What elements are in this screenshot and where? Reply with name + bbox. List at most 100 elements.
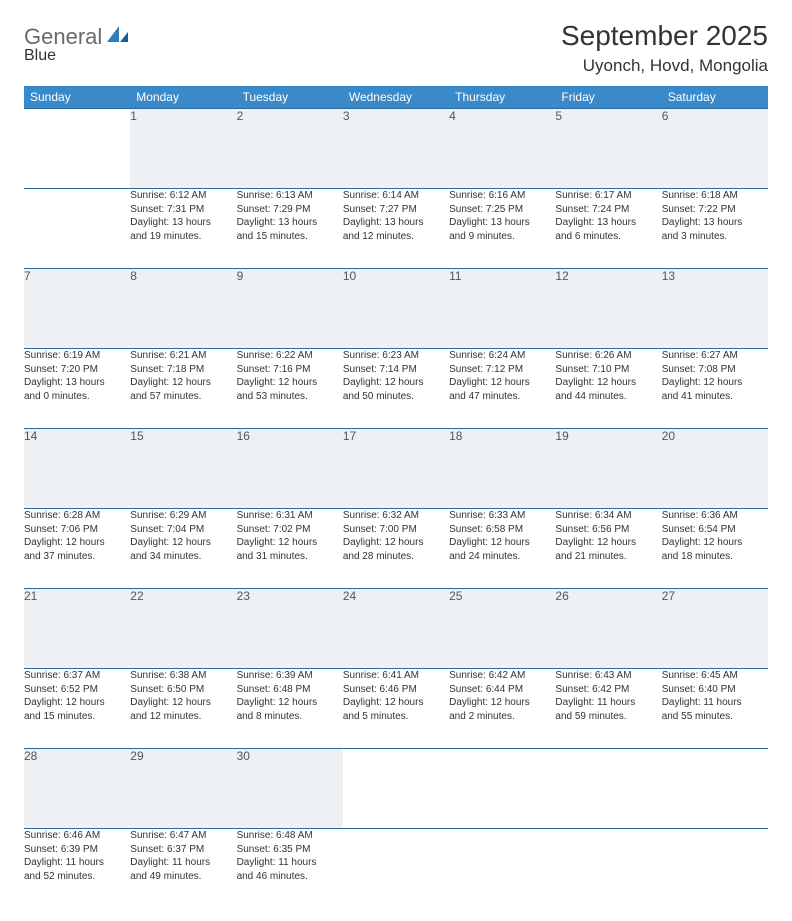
daylight-text-2: and 12 minutes. (343, 230, 449, 244)
sunset-text: Sunset: 7:10 PM (555, 363, 661, 377)
daylight-text-2: and 15 minutes. (24, 710, 130, 724)
sunset-text: Sunset: 6:37 PM (130, 843, 236, 857)
sunrise-text: Sunrise: 6:19 AM (24, 349, 130, 363)
daylight-text-2: and 9 minutes. (449, 230, 555, 244)
sunrise-text: Sunrise: 6:45 AM (662, 669, 768, 683)
day-number: 25 (449, 589, 555, 669)
day-cell: Sunrise: 6:47 AMSunset: 6:37 PMDaylight:… (130, 829, 236, 909)
day-cell: Sunrise: 6:33 AMSunset: 6:58 PMDaylight:… (449, 509, 555, 589)
sunrise-text: Sunrise: 6:34 AM (555, 509, 661, 523)
daylight-text-1: Daylight: 13 hours (662, 216, 768, 230)
daylight-text-1: Daylight: 12 hours (662, 536, 768, 550)
daylight-text-1: Daylight: 12 hours (555, 376, 661, 390)
day-number-row: 14151617181920 (24, 429, 768, 509)
daylight-text-2: and 8 minutes. (237, 710, 343, 724)
sunrise-text: Sunrise: 6:24 AM (449, 349, 555, 363)
day-cell: Sunrise: 6:24 AMSunset: 7:12 PMDaylight:… (449, 349, 555, 429)
day-cell: Sunrise: 6:17 AMSunset: 7:24 PMDaylight:… (555, 189, 661, 269)
daylight-text-1: Daylight: 11 hours (130, 856, 236, 870)
daylight-text-1: Daylight: 12 hours (237, 696, 343, 710)
daylight-text-1: Daylight: 11 hours (237, 856, 343, 870)
day-number (662, 749, 768, 829)
sunrise-text: Sunrise: 6:43 AM (555, 669, 661, 683)
weekday-header-row: Sunday Monday Tuesday Wednesday Thursday… (24, 86, 768, 109)
day-number: 21 (24, 589, 130, 669)
daylight-text-2: and 37 minutes. (24, 550, 130, 564)
day-number: 19 (555, 429, 661, 509)
sunrise-text: Sunrise: 6:31 AM (237, 509, 343, 523)
header: General Blue September 2025 Uyonch, Hovd… (24, 18, 768, 76)
day-cell: Sunrise: 6:37 AMSunset: 6:52 PMDaylight:… (24, 669, 130, 749)
daylight-text-1: Daylight: 13 hours (449, 216, 555, 230)
daylight-text-2: and 49 minutes. (130, 870, 236, 884)
sunrise-text: Sunrise: 6:17 AM (555, 189, 661, 203)
day-cell: Sunrise: 6:32 AMSunset: 7:00 PMDaylight:… (343, 509, 449, 589)
day-number: 22 (130, 589, 236, 669)
weekday-header: Thursday (449, 86, 555, 109)
daylight-text-1: Daylight: 11 hours (662, 696, 768, 710)
day-number: 27 (662, 589, 768, 669)
day-number: 9 (237, 269, 343, 349)
sunrise-text: Sunrise: 6:47 AM (130, 829, 236, 843)
daylight-text-2: and 5 minutes. (343, 710, 449, 724)
day-number (343, 749, 449, 829)
day-cell (662, 829, 768, 909)
logo-word-1: General (24, 25, 102, 48)
daylight-text-1: Daylight: 12 hours (343, 376, 449, 390)
day-cell: Sunrise: 6:48 AMSunset: 6:35 PMDaylight:… (237, 829, 343, 909)
daylight-text-1: Daylight: 12 hours (449, 536, 555, 550)
sunset-text: Sunset: 6:35 PM (237, 843, 343, 857)
sail-icon (106, 24, 132, 48)
daylight-text-2: and 55 minutes. (662, 710, 768, 724)
daylight-text-1: Daylight: 13 hours (24, 376, 130, 390)
day-number: 11 (449, 269, 555, 349)
sunrise-text: Sunrise: 6:32 AM (343, 509, 449, 523)
day-cell: Sunrise: 6:29 AMSunset: 7:04 PMDaylight:… (130, 509, 236, 589)
day-info-row: Sunrise: 6:37 AMSunset: 6:52 PMDaylight:… (24, 669, 768, 749)
day-number: 30 (237, 749, 343, 829)
daylight-text-1: Daylight: 12 hours (555, 536, 661, 550)
daylight-text-2: and 41 minutes. (662, 390, 768, 404)
day-cell: Sunrise: 6:42 AMSunset: 6:44 PMDaylight:… (449, 669, 555, 749)
sunrise-text: Sunrise: 6:39 AM (237, 669, 343, 683)
daylight-text-1: Daylight: 12 hours (24, 696, 130, 710)
sunrise-text: Sunrise: 6:28 AM (24, 509, 130, 523)
sunset-text: Sunset: 7:18 PM (130, 363, 236, 377)
day-info-row: Sunrise: 6:12 AMSunset: 7:31 PMDaylight:… (24, 189, 768, 269)
day-cell: Sunrise: 6:16 AMSunset: 7:25 PMDaylight:… (449, 189, 555, 269)
daylight-text-2: and 3 minutes. (662, 230, 768, 244)
day-cell: Sunrise: 6:43 AMSunset: 6:42 PMDaylight:… (555, 669, 661, 749)
day-cell: Sunrise: 6:28 AMSunset: 7:06 PMDaylight:… (24, 509, 130, 589)
title-location: Uyonch, Hovd, Mongolia (561, 56, 768, 76)
sunset-text: Sunset: 7:31 PM (130, 203, 236, 217)
daylight-text-1: Daylight: 12 hours (24, 536, 130, 550)
day-cell: Sunrise: 6:36 AMSunset: 6:54 PMDaylight:… (662, 509, 768, 589)
day-cell: Sunrise: 6:38 AMSunset: 6:50 PMDaylight:… (130, 669, 236, 749)
day-number-row: 21222324252627 (24, 589, 768, 669)
day-cell: Sunrise: 6:12 AMSunset: 7:31 PMDaylight:… (130, 189, 236, 269)
day-cell: Sunrise: 6:41 AMSunset: 6:46 PMDaylight:… (343, 669, 449, 749)
daylight-text-1: Daylight: 12 hours (237, 536, 343, 550)
daylight-text-2: and 21 minutes. (555, 550, 661, 564)
sunset-text: Sunset: 6:52 PM (24, 683, 130, 697)
sunset-text: Sunset: 6:58 PM (449, 523, 555, 537)
daylight-text-2: and 57 minutes. (130, 390, 236, 404)
weekday-header: Monday (130, 86, 236, 109)
day-cell: Sunrise: 6:13 AMSunset: 7:29 PMDaylight:… (237, 189, 343, 269)
day-cell: Sunrise: 6:46 AMSunset: 6:39 PMDaylight:… (24, 829, 130, 909)
weekday-header: Tuesday (237, 86, 343, 109)
sunset-text: Sunset: 7:00 PM (343, 523, 449, 537)
day-cell (343, 829, 449, 909)
daylight-text-1: Daylight: 12 hours (449, 696, 555, 710)
day-number: 26 (555, 589, 661, 669)
weekday-header: Saturday (662, 86, 768, 109)
sunset-text: Sunset: 7:25 PM (449, 203, 555, 217)
sunrise-text: Sunrise: 6:48 AM (237, 829, 343, 843)
day-number: 10 (343, 269, 449, 349)
daylight-text-2: and 52 minutes. (24, 870, 130, 884)
sunset-text: Sunset: 6:50 PM (130, 683, 236, 697)
sunset-text: Sunset: 6:39 PM (24, 843, 130, 857)
daylight-text-1: Daylight: 12 hours (343, 696, 449, 710)
logo: General Blue (24, 18, 132, 65)
weekday-header: Wednesday (343, 86, 449, 109)
